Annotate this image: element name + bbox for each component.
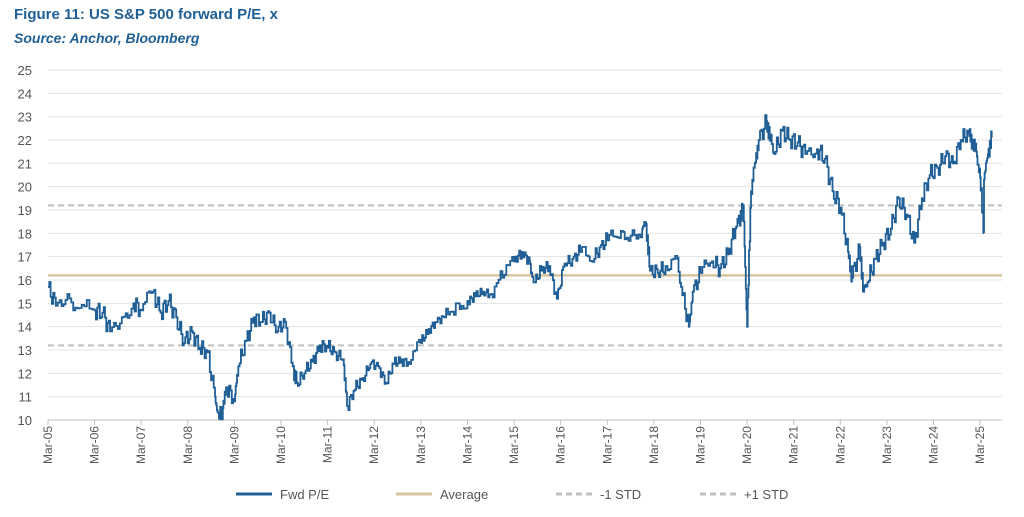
gridlines bbox=[48, 69, 1002, 421]
y-tick-label: 10 bbox=[18, 413, 32, 428]
x-tick-label: Mar-15 bbox=[507, 426, 521, 464]
y-axis: 10 11 12 13 14 15 16 17 18 19 20 21 22 23 24 25 bbox=[18, 63, 32, 428]
x-tick-label: Mar-20 bbox=[740, 426, 754, 464]
legend: Fwd P/E Average -1 STD +1 STD bbox=[236, 487, 788, 502]
x-tick-label: Mar-08 bbox=[181, 426, 195, 464]
y-tick-label: 19 bbox=[18, 203, 32, 218]
x-tick-label: Mar-17 bbox=[600, 426, 614, 464]
x-tick-label: Mar-10 bbox=[274, 426, 288, 464]
x-tick-label: Mar-12 bbox=[367, 426, 381, 464]
y-tick-label: 20 bbox=[18, 180, 32, 195]
legend-label: +1 STD bbox=[744, 487, 788, 502]
y-tick-label: 17 bbox=[18, 250, 32, 265]
y-tick-label: 13 bbox=[18, 343, 32, 358]
y-tick-label: 21 bbox=[18, 156, 32, 171]
series-line-fwd-pe bbox=[48, 114, 993, 421]
y-tick-label: 23 bbox=[18, 110, 32, 125]
reference-lines bbox=[48, 204, 1002, 347]
y-tick-label: 15 bbox=[18, 296, 32, 311]
x-tick-label: Mar-07 bbox=[134, 426, 148, 464]
x-axis: Mar-05 Mar-06 Mar-07 Mar-08 Mar-09 Mar-10 Mar-… bbox=[41, 419, 1002, 464]
x-tick-label: Mar-09 bbox=[227, 426, 241, 464]
y-tick-label: 22 bbox=[18, 133, 32, 148]
legend-label: -1 STD bbox=[600, 487, 641, 502]
chart-source: Source: Anchor, Bloomberg bbox=[14, 30, 200, 46]
legend-label: Fwd P/E bbox=[280, 487, 329, 502]
y-tick-label: 14 bbox=[18, 320, 32, 335]
x-tick-label: Mar-21 bbox=[787, 426, 801, 464]
x-tick-label: Mar-16 bbox=[554, 426, 568, 464]
x-tick-label: Mar-18 bbox=[647, 426, 661, 464]
y-tick-label: 24 bbox=[18, 86, 32, 101]
x-tick-label: Mar-25 bbox=[973, 426, 987, 464]
chart-title: Figure 11: US S&P 500 forward P/E, x bbox=[14, 6, 278, 23]
x-tick-label: Mar-22 bbox=[833, 426, 847, 464]
series-layer bbox=[48, 114, 993, 421]
legend-label: Average bbox=[440, 487, 488, 502]
y-tick-label: 11 bbox=[19, 390, 33, 405]
x-tick-label: Mar-11 bbox=[321, 426, 335, 463]
x-tick-label: Mar-06 bbox=[88, 426, 102, 464]
y-tick-label: 16 bbox=[18, 273, 32, 288]
y-tick-label: 12 bbox=[18, 366, 32, 381]
x-tick-label: Mar-05 bbox=[41, 426, 55, 464]
y-tick-label: 25 bbox=[18, 63, 32, 78]
x-tick-label: Mar-23 bbox=[880, 426, 894, 464]
x-tick-label: Mar-13 bbox=[414, 426, 428, 464]
x-tick-label: Mar-19 bbox=[693, 426, 707, 464]
y-tick-label: 18 bbox=[18, 226, 32, 241]
x-tick-label: Mar-14 bbox=[460, 426, 474, 464]
x-tick-label: Mar-24 bbox=[926, 426, 940, 464]
